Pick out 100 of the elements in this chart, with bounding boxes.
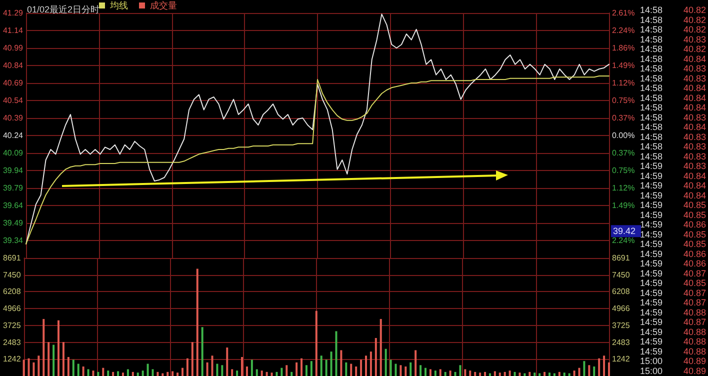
bar (211, 356, 214, 376)
text: 40.83 (683, 132, 706, 142)
text: 14:58 (640, 112, 663, 122)
text: 40.85 (683, 229, 706, 240)
y2-tick-label: 2.24% (612, 236, 635, 246)
bar (394, 364, 397, 376)
text: 14:58 (640, 142, 663, 152)
bar (231, 369, 234, 376)
text: 14:58 (640, 54, 663, 64)
text: 14:58 (640, 5, 663, 15)
bar (280, 368, 283, 376)
bar (156, 372, 159, 376)
text: 14:59 (640, 248, 663, 259)
bar (315, 310, 318, 376)
bar (320, 356, 322, 376)
text: 14:59 (640, 346, 663, 356)
bar (538, 373, 541, 376)
bar (534, 372, 536, 376)
y2-tick-label: 1242 (612, 354, 630, 364)
y2-tick-label: 2.61% (612, 8, 635, 18)
text: 14:59 (640, 180, 663, 190)
bar (82, 366, 84, 376)
bar (593, 366, 596, 376)
y-tick-label: 39.34 (2, 236, 24, 245)
text: 14:58 (640, 24, 663, 34)
y2-tick-label: 3725 (612, 320, 630, 330)
bar (136, 372, 139, 376)
bar (374, 338, 377, 376)
bar (260, 370, 263, 376)
bar (345, 362, 348, 376)
bar (494, 371, 496, 376)
y2-tick-label: 1.49% (612, 200, 635, 210)
bar (117, 371, 120, 376)
bar (290, 372, 293, 376)
bar (77, 364, 80, 376)
bar (518, 372, 521, 376)
bar (325, 360, 328, 376)
text: 40.87 (683, 298, 706, 308)
y2-tick-label: 7450 (612, 270, 630, 280)
bar (528, 372, 531, 376)
y-tick-label: 3725 (3, 320, 22, 330)
text: 40.88 (683, 336, 706, 346)
text: 14:59 (640, 307, 663, 318)
text: 14:58 (640, 92, 663, 103)
y2-tick-label: 0.37% (612, 148, 635, 158)
bar (400, 365, 402, 376)
y-tick-label: 40.54 (2, 96, 24, 105)
bar (498, 372, 501, 376)
text: 40.84 (683, 180, 706, 190)
text: 40.82 (683, 5, 706, 15)
y-tick-label: 1242 (3, 354, 22, 364)
bar (434, 370, 436, 376)
text: 40.84 (683, 122, 706, 132)
y2-tick-label: 4966 (612, 304, 630, 314)
text: 40.83 (683, 73, 706, 84)
y-tick-label: 39.64 (2, 201, 24, 210)
bar (62, 342, 64, 376)
text: 40.85 (683, 278, 706, 288)
text: 40.84 (683, 83, 706, 93)
bar (588, 365, 590, 376)
text: 40.84 (683, 190, 706, 200)
bar (146, 364, 149, 376)
bar (276, 372, 278, 376)
bar (355, 366, 358, 376)
y-tick-label: 40.24 (2, 131, 24, 140)
bar (72, 360, 74, 376)
annotation: 39.42 (613, 226, 636, 236)
text: 14:58 (640, 132, 663, 142)
bar (300, 358, 303, 376)
bar (142, 370, 144, 376)
bar (226, 347, 228, 376)
y-tick-label: 7450 (3, 270, 22, 280)
text: 14:58 (640, 122, 663, 132)
bar (58, 320, 60, 376)
y-tick-label: 40.39 (2, 114, 24, 122)
text: 14:59 (640, 326, 663, 337)
bar (92, 370, 94, 376)
y-tick-label: 41.14 (2, 26, 24, 35)
text: 14:59 (640, 298, 663, 308)
text: 14:59 (640, 200, 663, 210)
text: 40.85 (683, 210, 706, 220)
text: 40.84 (683, 102, 706, 112)
text: 14:59 (640, 210, 663, 220)
line-series (26, 76, 610, 244)
y-tick-label: 8691 (3, 254, 22, 262)
bar (112, 372, 114, 376)
text: 14:58 (640, 83, 663, 93)
text: 40.83 (683, 112, 706, 122)
bar (370, 352, 372, 376)
y2-tick-label: 0.75% (612, 96, 635, 105)
text: 40.85 (683, 239, 706, 249)
y-tick-label: 39.79 (2, 184, 24, 192)
bar (598, 358, 600, 376)
text: 40.83 (683, 161, 706, 171)
text: 14:59 (640, 190, 663, 200)
text: 40.86 (683, 258, 706, 268)
text: 14:59 (640, 317, 663, 327)
text: 40.82 (683, 44, 706, 54)
y2-tick-label: 0.00% (612, 131, 635, 140)
y-tick-label: 40.99 (2, 44, 24, 52)
